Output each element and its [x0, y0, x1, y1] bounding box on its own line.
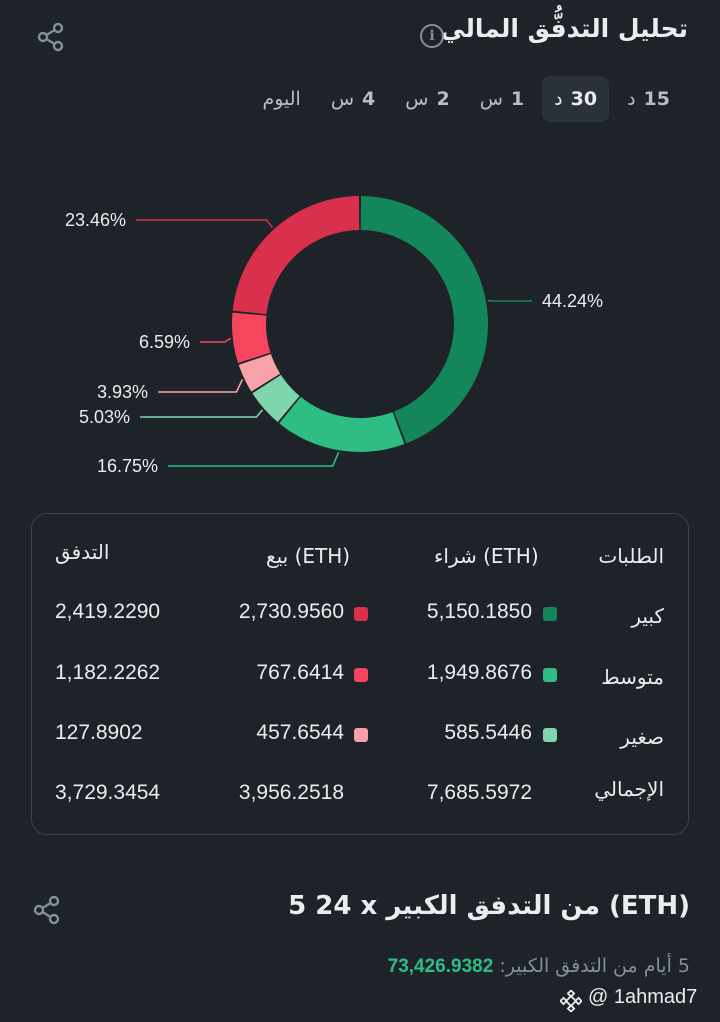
sell-color-swatch: [354, 607, 368, 621]
tab-number: 4: [362, 88, 376, 110]
tab-unit: د: [554, 88, 563, 110]
flow-value: 3,729.3454: [55, 781, 161, 804]
flow-value: 127.8902: [55, 721, 143, 744]
donut-slice: [232, 312, 271, 363]
sell-value: 3,956.2518: [238, 781, 344, 804]
tab-number: 1: [510, 88, 525, 110]
row-label: الإجمالي: [594, 777, 664, 801]
page-title: تحليل التدفُّق المالي: [440, 14, 688, 43]
slice-leader-line: [136, 219, 274, 229]
buy-color-swatch: [543, 668, 557, 682]
flow-table: [31, 513, 689, 835]
sell-color-swatch: [354, 728, 368, 742]
share-icon[interactable]: [32, 895, 62, 925]
donut-slice: [238, 354, 281, 392]
slice-leader-line: [140, 409, 264, 418]
row-label: كبير: [631, 604, 664, 628]
large-flow-title: 5 24 x من التدفق الكبير (ETH): [288, 891, 690, 921]
tab-number: 2: [436, 88, 450, 110]
binance-logo-icon: [560, 990, 582, 1012]
tab-number: 15: [643, 88, 670, 110]
summary-label: 5 أيام من التدفق الكبير:: [499, 955, 690, 977]
slice-label: 3.93%: [97, 382, 148, 402]
sell-value: 457.6544: [256, 721, 344, 744]
header-sell: بيع (ETH): [266, 544, 351, 568]
tab-timeframe[interactable]: 15 د: [615, 76, 682, 122]
flow-value: 1,182.2262: [55, 661, 161, 684]
header-orders: الطلبات: [598, 544, 664, 568]
watermark-text: @ 1ahmad7: [588, 986, 698, 1008]
sell-color-swatch: [354, 668, 368, 682]
tab-unit: د: [627, 88, 636, 110]
share-icon[interactable]: [36, 22, 66, 52]
tab-timeframe[interactable]: 30 د: [542, 76, 610, 122]
row-label: متوسط: [601, 665, 664, 689]
slice-leader-line: [200, 337, 232, 343]
donut-slice: [232, 196, 360, 315]
header-buy: شراء (ETH): [434, 544, 539, 568]
slice-label: 5.03%: [79, 407, 130, 427]
summary-value: 73,426.9382: [387, 956, 494, 977]
large-flow-summary: 5 أيام من التدفق الكبير: 73,426.9382: [388, 955, 690, 978]
slice-label: 44.24%: [542, 291, 603, 311]
buy-color-swatch: [543, 607, 557, 621]
buy-value: 1,949.8676: [426, 661, 532, 684]
flow-value: 2,419.2290: [55, 600, 161, 623]
info-icon[interactable]: i: [420, 24, 444, 48]
tab-unit: س: [330, 88, 355, 110]
tab-unit: اليوم: [262, 88, 301, 110]
tab-unit: س: [479, 88, 503, 110]
buy-value: 7,685.5972: [426, 781, 532, 804]
timeframe-tabs: 15 د 30 د 1 س 2 س 4 س اليوم: [250, 76, 682, 122]
row-label: صغير: [620, 725, 664, 749]
tab-timeframe[interactable]: اليوم: [250, 76, 312, 122]
flow-donut-chart: 44.24% 16.75% 5.03% 3.93% 6.59% 23.46%: [65, 196, 603, 476]
tab-number: 30: [570, 88, 598, 110]
donut-slice: [252, 374, 300, 423]
buy-value: 585.5446: [444, 721, 532, 744]
sell-value: 767.6414: [256, 661, 344, 684]
sell-value: 2,730.9560: [238, 600, 344, 623]
slice-label: 16.75%: [97, 456, 158, 476]
slice-leader-line: [168, 451, 340, 467]
donut-slice: [279, 396, 405, 452]
buy-value: 5,150.1850: [426, 600, 532, 623]
tab-unit: س: [405, 88, 429, 110]
donut-slice: [360, 196, 488, 444]
header-flow: التدفق: [55, 540, 110, 564]
slice-label: 6.59%: [139, 332, 190, 352]
slice-label: 23.46%: [65, 210, 126, 230]
buy-color-swatch: [543, 728, 557, 742]
slice-leader-line: [158, 379, 244, 393]
